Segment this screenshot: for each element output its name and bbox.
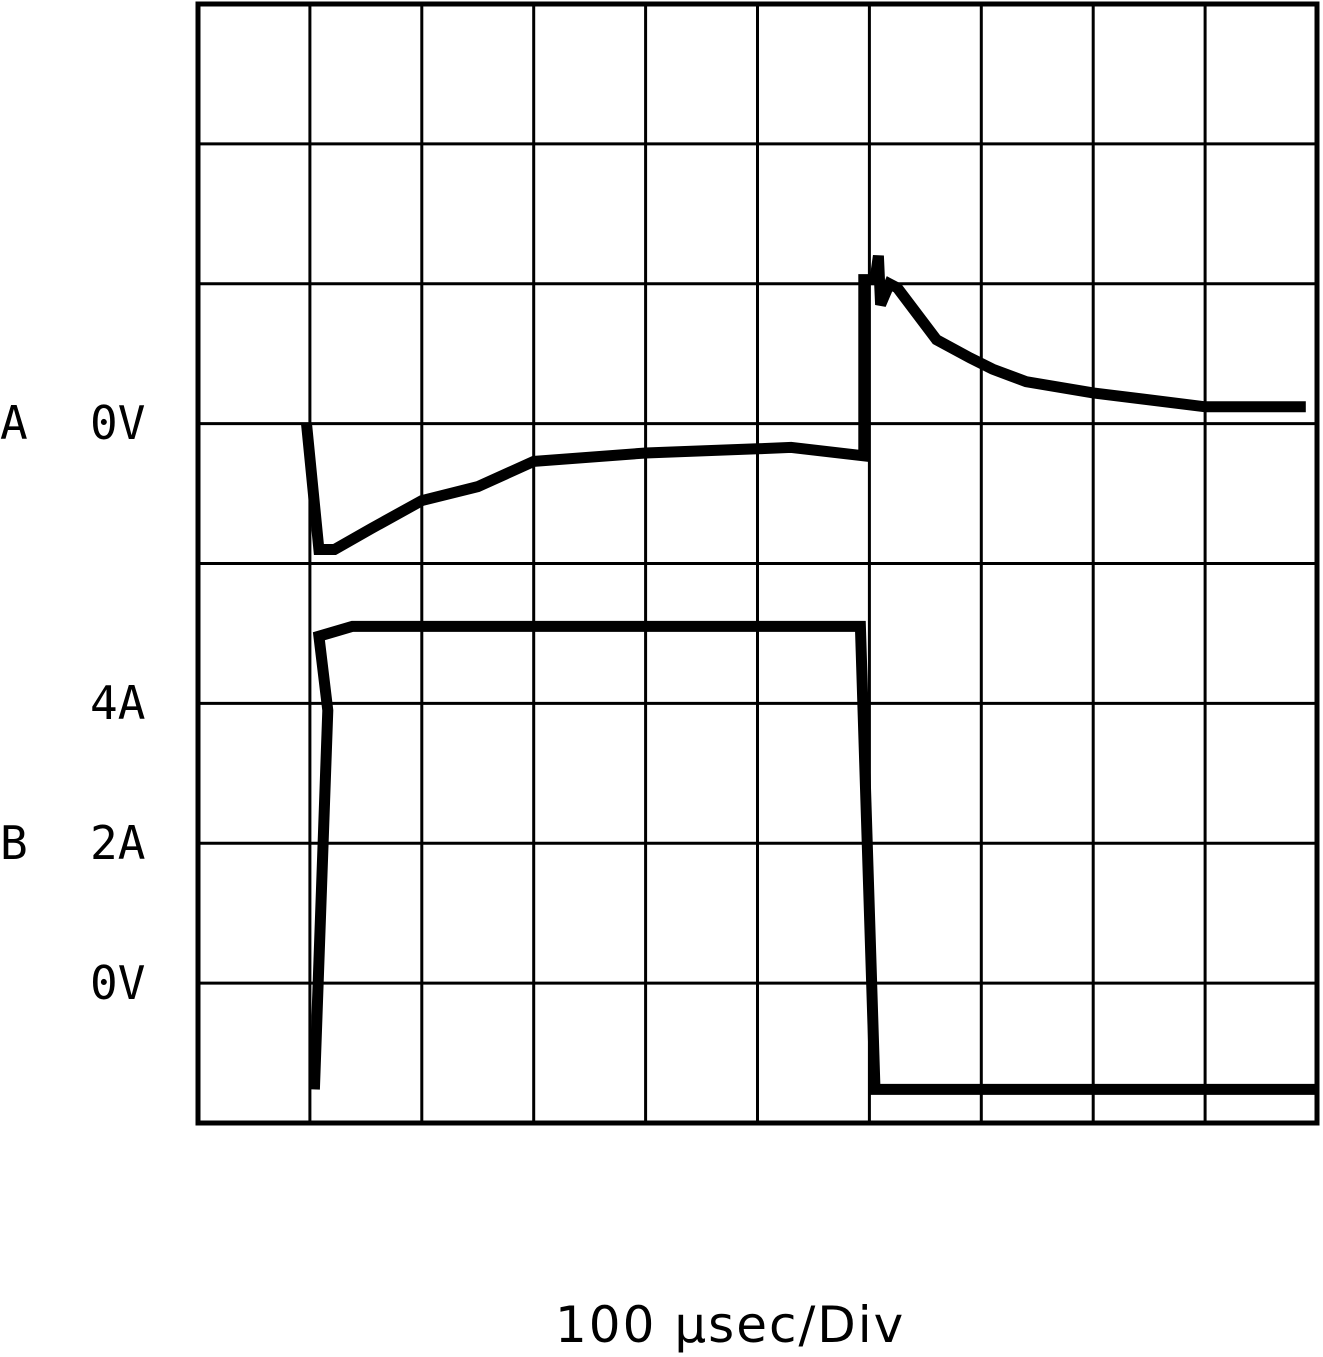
- timebase-label: 100 µsec/Div: [555, 1296, 906, 1354]
- trace-a: [301, 255, 1306, 555]
- channel-b-4a-label: 4A: [90, 676, 146, 730]
- channel-b-zero-label: 0V: [90, 956, 146, 1010]
- channel-b-2a-label: 2A: [90, 816, 146, 870]
- graticule-grid: [195, 1, 1320, 1126]
- channel-a-label: A: [0, 396, 28, 450]
- channel-a-zero-label: 0V: [90, 396, 146, 450]
- trace-b: [308, 620, 1317, 1095]
- channel-b-label: B: [0, 816, 28, 870]
- traces: [301, 255, 1317, 1095]
